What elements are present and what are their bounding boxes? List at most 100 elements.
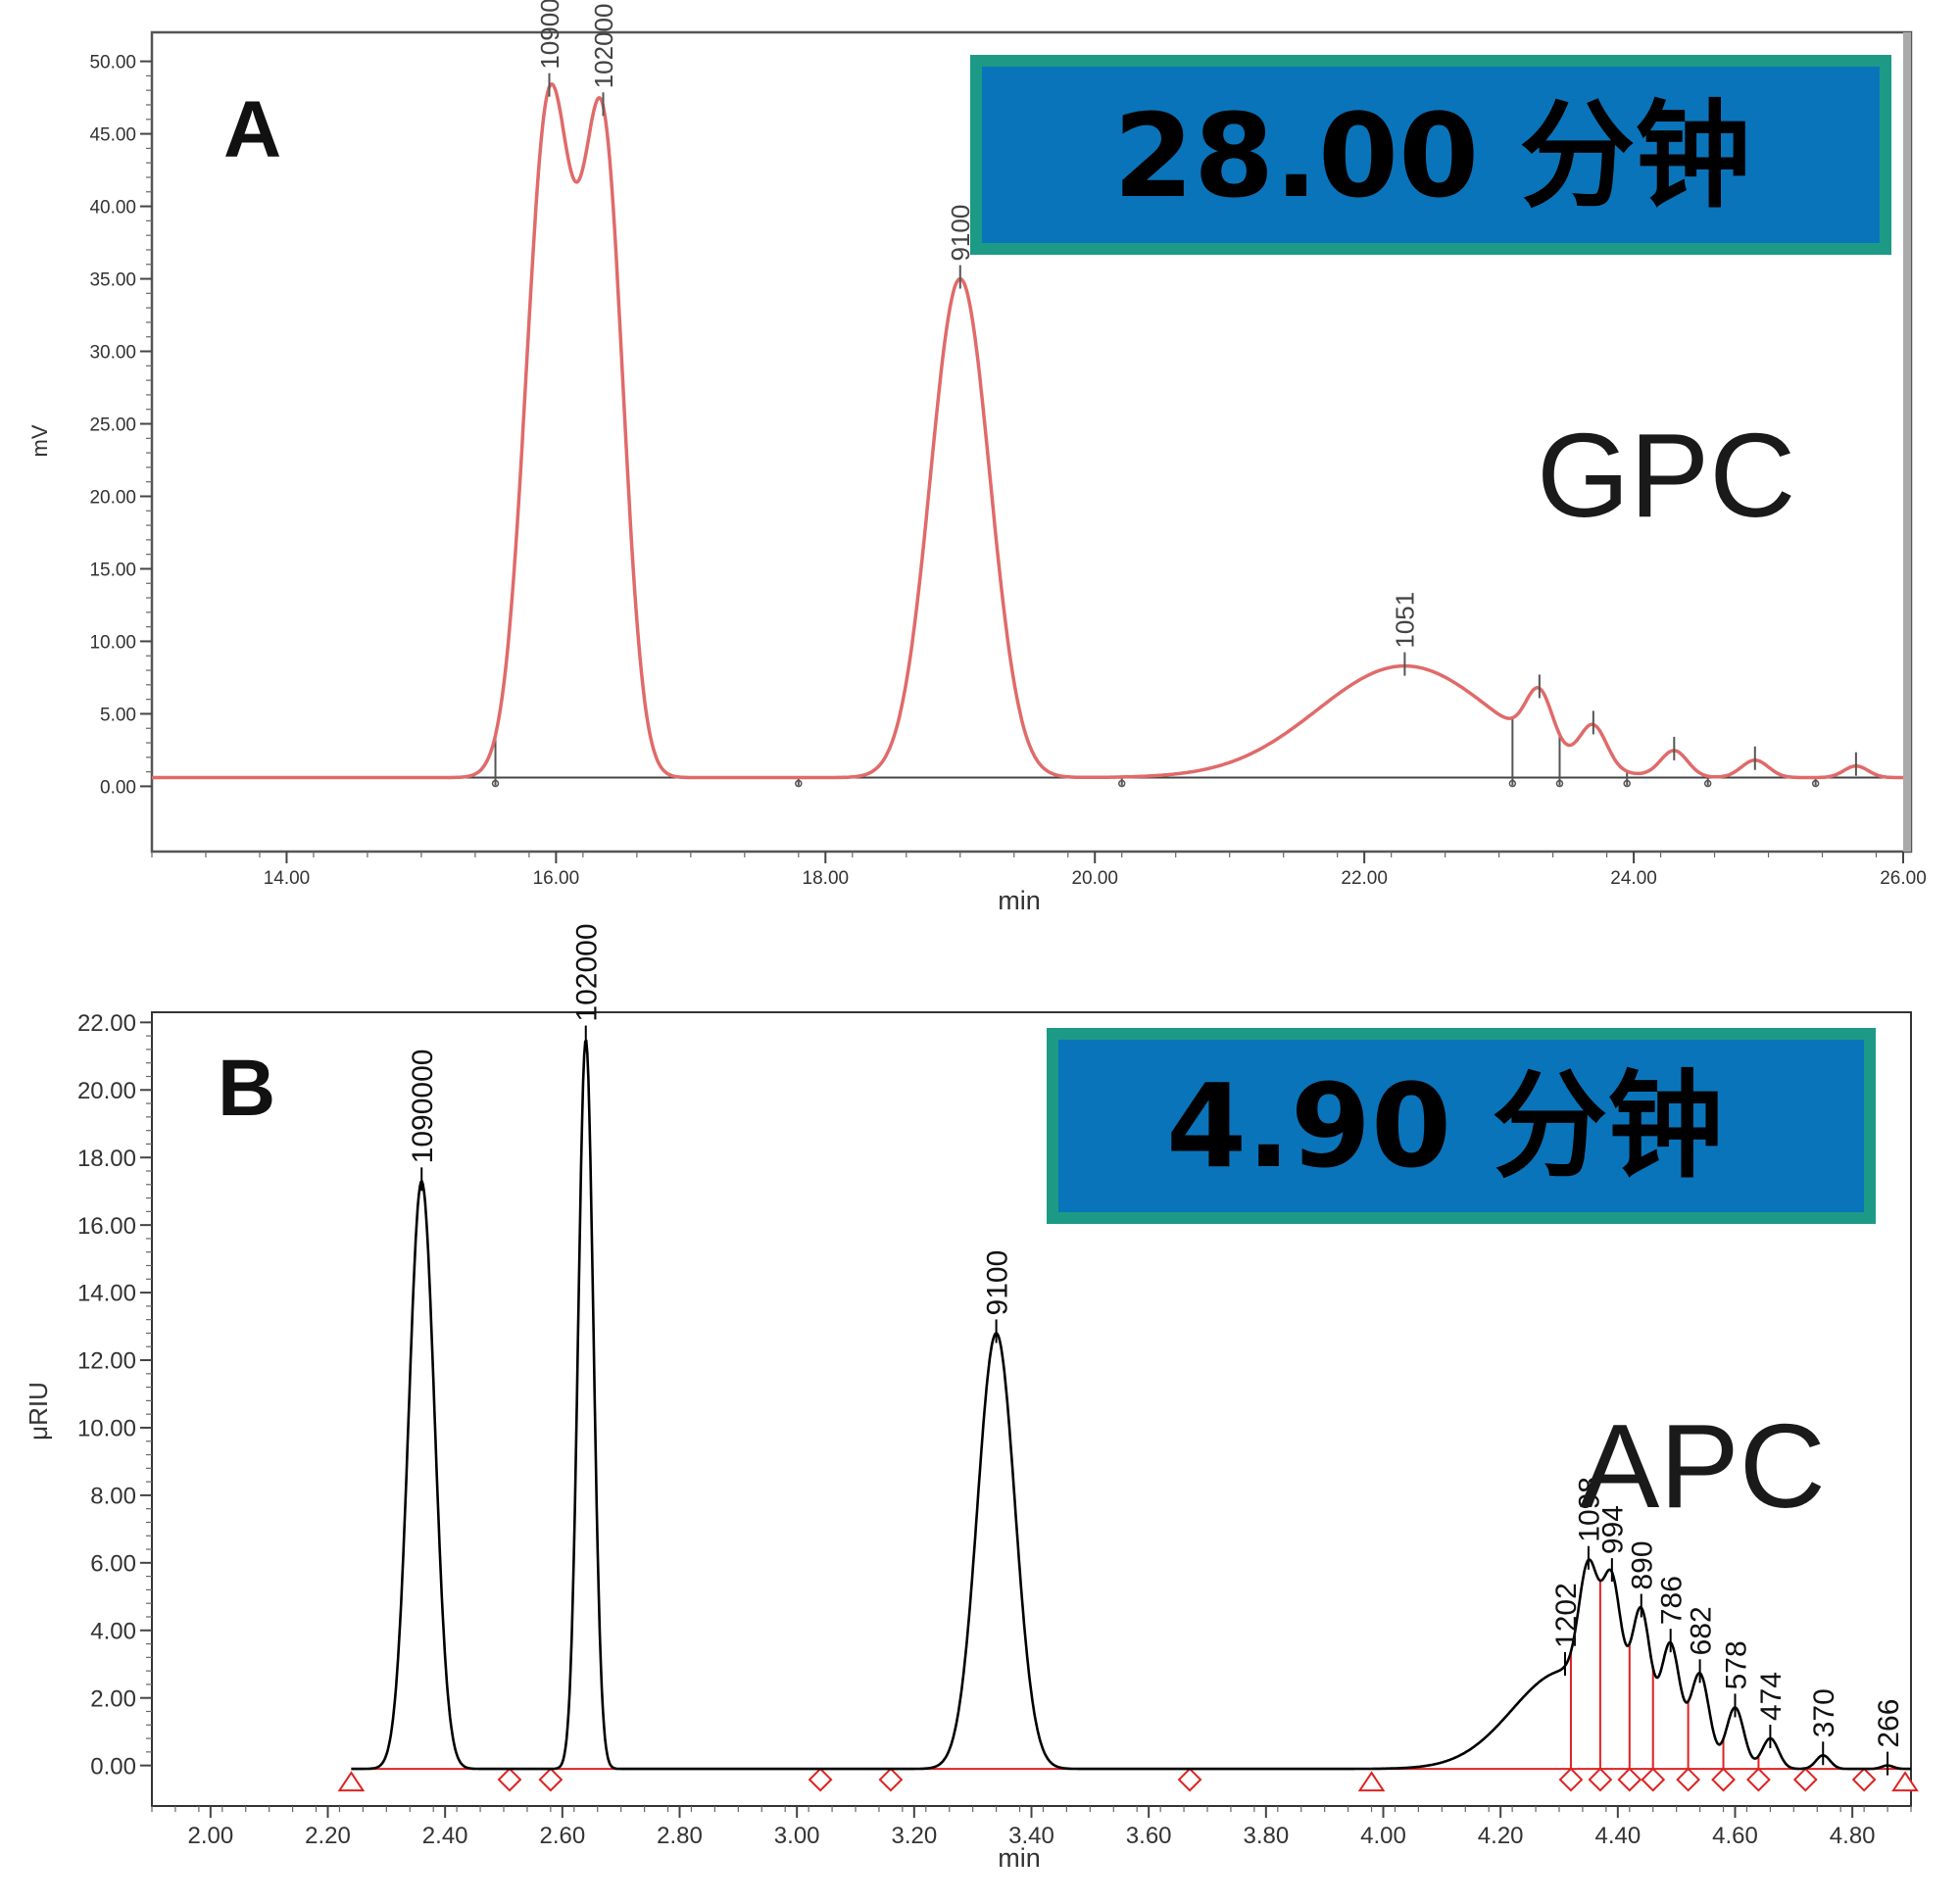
a-ytick-label: 5.00: [100, 705, 136, 725]
b-peak-label: 890: [1627, 1540, 1659, 1589]
b-peak-label: 266: [1873, 1699, 1905, 1748]
panel-b-diamond-marker: [1746, 1767, 1771, 1792]
b-xtick-label: 4.20: [1478, 1823, 1524, 1849]
a-ytick-label: 0.00: [100, 777, 136, 798]
b-ytick-label: 12.00: [77, 1348, 136, 1375]
b-ytick-label: 22.00: [77, 1010, 136, 1037]
panel-b-yaxis-label: μRIU: [24, 1382, 53, 1440]
panel-a-gpc-trace: [151, 82, 1904, 780]
panel-b-diamond-marker: [497, 1767, 522, 1792]
b-ytick-label: 4.00: [90, 1618, 136, 1644]
panel-a-valley-marker: [1811, 779, 1820, 788]
a-ytick-label: 20.00: [89, 487, 136, 508]
b-xtick-label: 3.20: [891, 1823, 937, 1849]
panel-b-diamond-marker: [878, 1767, 904, 1792]
panel-a-gpc: 0.00 5.00 10.00 15.00 20.00 25.00 30.00 35.00 40…: [27, 0, 1927, 915]
b-ytick-label: 10.00: [77, 1416, 136, 1442]
panel-b-diamond-marker: [808, 1767, 833, 1792]
panel-a-valley-marker: [1555, 779, 1564, 788]
b-peak-label: 474: [1755, 1672, 1788, 1721]
b-xtick-label: 2.40: [422, 1823, 468, 1849]
a-ytick-label: 15.00: [89, 560, 136, 580]
panel-b-diamond-marker: [1558, 1767, 1584, 1792]
a-xtick-label: 20.00: [1071, 868, 1118, 889]
b-xtick-label: 2.60: [539, 1823, 585, 1849]
b-xtick-label: 2.20: [305, 1823, 351, 1849]
panel-b-method-label: APC: [1580, 1399, 1826, 1533]
b-ytick-label: 20.00: [77, 1078, 136, 1104]
panel-a-time-banner: [970, 55, 1891, 255]
b-xtick-label: 3.80: [1243, 1823, 1289, 1849]
b-xtick-label: 4.40: [1594, 1823, 1641, 1849]
panel-b-triangle-marker: [337, 1771, 366, 1792]
panel-a-valley-marker: [1703, 779, 1712, 788]
b-ytick-label: 0.00: [90, 1753, 136, 1780]
a-xtick-label: 14.00: [264, 868, 311, 889]
panel-a-time-banner-text: 28.00 分钟: [1113, 88, 1750, 223]
b-peak-label: 994: [1597, 1505, 1630, 1554]
b-peak-label: 9100: [981, 1250, 1013, 1316]
panel-a-xaxis-label: min: [998, 886, 1041, 915]
panel-a-valley-marker: [1508, 779, 1517, 788]
panel-b-diamond-marker: [1177, 1767, 1202, 1792]
b-xtick-label: 4.00: [1360, 1823, 1406, 1849]
panel-b-letter: B: [218, 1044, 275, 1133]
panel-b-triangle-marker: [1891, 1771, 1919, 1792]
panel-a-letter: A: [223, 85, 281, 174]
b-ytick-label: 8.00: [90, 1484, 136, 1510]
b-xtick-label: 3.40: [1008, 1823, 1054, 1849]
a-xtick-label: 24.00: [1610, 868, 1657, 889]
panel-b-diamond-marker: [1711, 1767, 1736, 1792]
b-ytick-label: 16.00: [77, 1213, 136, 1240]
panel-b-triangle-marker: [1357, 1771, 1386, 1792]
panel-b-diamond-marker: [1792, 1767, 1818, 1792]
b-xtick-label: 2.00: [187, 1823, 233, 1849]
panel-b-time-banner: [1047, 1028, 1876, 1224]
b-peak-label: 102000: [571, 923, 604, 1021]
b-peak-label: 1202: [1550, 1583, 1583, 1648]
panel-b-xaxis-label: min: [998, 1843, 1041, 1873]
a-ytick-label: 30.00: [89, 342, 136, 363]
panel-a-valley-marker: [1117, 779, 1126, 788]
b-ytick-label: 18.00: [77, 1146, 136, 1172]
a-xtick-label: 18.00: [803, 868, 850, 889]
a-ytick-label: 40.00: [89, 197, 136, 218]
panel-b-diamond-marker: [1617, 1767, 1642, 1792]
b-ytick-label: 6.00: [90, 1550, 136, 1577]
b-xtick-label: 3.00: [774, 1823, 820, 1849]
panel-a-valley-marker: [1623, 779, 1631, 788]
panel-a-ticks: 0.00 5.00 10.00 15.00 20.00 25.00 30.00 35.00 40…: [89, 52, 1926, 889]
panel-b-diamond-marker: [1641, 1767, 1666, 1792]
b-xtick-label: 4.60: [1712, 1823, 1758, 1849]
a-ytick-label: 50.00: [89, 52, 136, 73]
a-peak-label: 1090000: [535, 0, 564, 70]
a-peak-label: 1051: [1391, 592, 1420, 649]
a-ytick-label: 45.00: [89, 124, 136, 145]
panel-b-ticks: 0.00 2.00 4.00 6.00 8.00 10.00 12.00 14.00 16.00…: [77, 1010, 1912, 1849]
panel-b-apc: 0.00 2.00 4.00 6.00 8.00 10.00 12.00 14.00 16.00…: [24, 923, 1919, 1873]
a-ytick-label: 25.00: [89, 415, 136, 435]
b-xtick-label: 4.80: [1830, 1823, 1876, 1849]
a-ytick-label: 35.00: [89, 269, 136, 290]
a-xtick-label: 22.00: [1341, 868, 1388, 889]
b-peak-label: 370: [1808, 1688, 1840, 1737]
panel-a-valley-marker: [491, 779, 500, 788]
panel-b-diamond-marker: [1851, 1767, 1877, 1792]
a-ytick-label: 10.00: [89, 632, 136, 653]
panel-a-yaxis-label: mV: [27, 424, 52, 457]
panel-b-peak-labels: 1090000 102000 9100 1202 1098994890786682578…: [407, 923, 1905, 1776]
b-peak-label: 682: [1685, 1606, 1717, 1655]
panel-b-time-banner-text: 4.90 分钟: [1166, 1058, 1723, 1194]
panel-a-valley-marker: [795, 779, 803, 788]
panel-a-method-label: GPC: [1537, 409, 1795, 542]
b-peak-label: 1090000: [407, 1050, 439, 1164]
panel-b-diamond-marker: [1588, 1767, 1613, 1792]
b-ytick-label: 14.00: [77, 1281, 136, 1307]
b-peak-label: 1098: [1574, 1477, 1606, 1542]
panel-b-apc-trace: [351, 1039, 1912, 1771]
a-xtick-label: 26.00: [1880, 868, 1927, 889]
a-xtick-label: 16.00: [533, 868, 580, 889]
panel-b-diamond-marker: [538, 1767, 564, 1792]
